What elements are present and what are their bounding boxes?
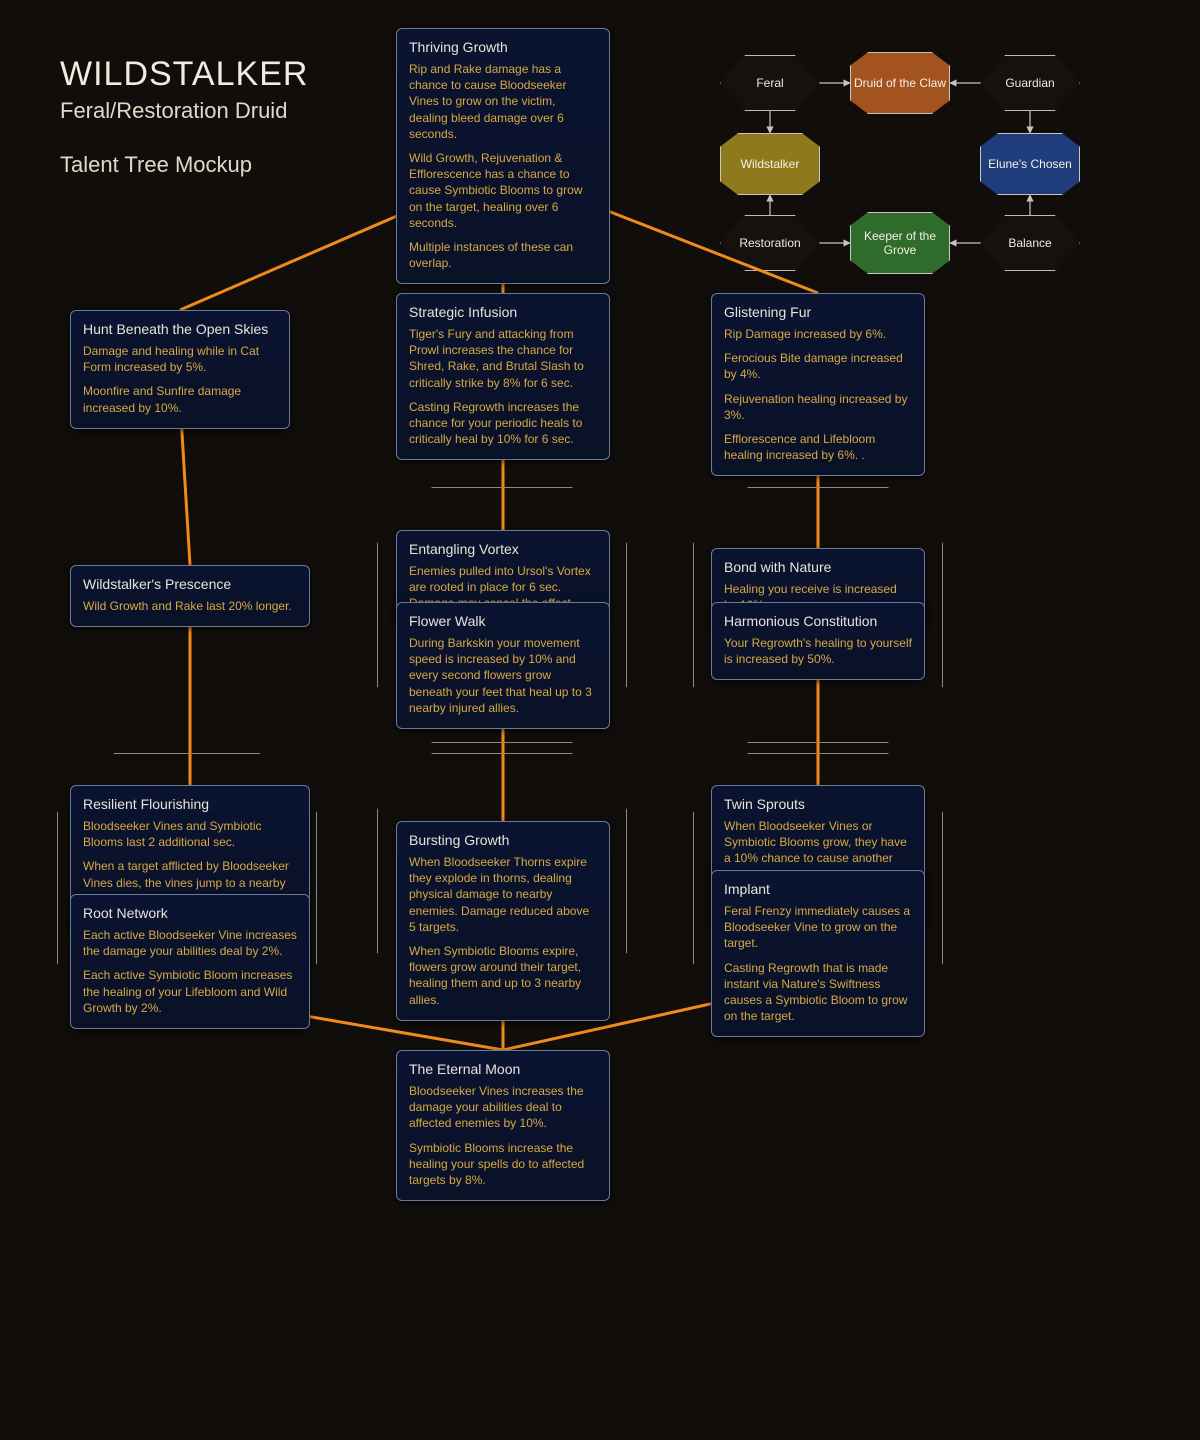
talent-glistening[interactable]: Glistening Fur Rip Damage increased by 6%… <box>711 293 925 476</box>
page-title: WILDSTALKER <box>60 55 308 94</box>
talent-body: Your Regrowth's healing to yourself is i… <box>724 635 912 667</box>
talent-body: Damage and healing while in Cat Form inc… <box>83 343 277 416</box>
talent-hunt[interactable]: Hunt Beneath the Open Skies Damage and he… <box>70 310 290 429</box>
talent-body: Rip and Rake damage has a chance to caus… <box>409 61 597 271</box>
talent-title: Wildstalker's Prescence <box>83 576 297 592</box>
talent-bursting[interactable]: Bursting Growth When Bloodseeker Thorns e… <box>396 821 610 1021</box>
talent-title: Root Network <box>83 905 297 921</box>
talent-presence[interactable]: Wildstalker's Prescence Wild Growth and R… <box>70 565 310 627</box>
talent-canvas: WILDSTALKER Feral/Restoration Druid Tale… <box>0 0 1200 1440</box>
talent-body: When Bloodseeker Thorns expire they expl… <box>409 854 597 1008</box>
talent-title: Twin Sprouts <box>724 796 912 812</box>
heromap-keeper[interactable]: Keeper of the Grove <box>850 212 950 274</box>
talent-title: Harmonious Constitution <box>724 613 912 629</box>
talent-title: Implant <box>724 881 912 897</box>
talent-body: Wild Growth and Rake last 20% longer. <box>83 598 297 614</box>
talent-body: Feral Frenzy immediately causes a Bloods… <box>724 903 912 1024</box>
talent-body: Each active Bloodseeker Vine increases t… <box>83 927 297 1016</box>
talent-title: Bond with Nature <box>724 559 912 575</box>
talent-title: Bursting Growth <box>409 832 597 848</box>
talent-title: Entangling Vortex <box>409 541 597 557</box>
talent-title: Strategic Infusion <box>409 304 597 320</box>
talent-title: Thriving Growth <box>409 39 597 55</box>
talent-root[interactable]: Root Network Each active Bloodseeker Vine… <box>70 894 310 1029</box>
talent-title: Hunt Beneath the Open Skies <box>83 321 277 337</box>
heromap-druidclaw[interactable]: Druid of the Claw <box>850 52 950 114</box>
heromap-wildstalker[interactable]: Wildstalker <box>720 133 820 195</box>
heromap-eluneschosen[interactable]: Elune's Chosen <box>980 133 1080 195</box>
talent-title: Resilient Flourishing <box>83 796 297 812</box>
talent-title: Glistening Fur <box>724 304 912 320</box>
talent-thriving[interactable]: Thriving Growth Rip and Rake damage has a… <box>396 28 610 284</box>
talent-harmon[interactable]: Harmonious Constitution Your Regrowth's h… <box>711 602 925 680</box>
talent-body: Rip Damage increased by 6%.Ferocious Bit… <box>724 326 912 463</box>
talent-flower[interactable]: Flower Walk During Barkskin your movement… <box>396 602 610 729</box>
header-block: WILDSTALKER Feral/Restoration Druid Tale… <box>60 55 308 178</box>
talent-title: Flower Walk <box>409 613 597 629</box>
hero-spec-map: FeralDruid of the ClawGuardianWildstalke… <box>700 25 1170 255</box>
page-subtitle: Feral/Restoration Druid <box>60 98 308 124</box>
talent-implant[interactable]: Implant Feral Frenzy immediately causes a… <box>711 870 925 1037</box>
talent-body: Bloodseeker Vines increases the damage y… <box>409 1083 597 1188</box>
talent-body: During Barkskin your movement speed is i… <box>409 635 597 716</box>
talent-title: The Eternal Moon <box>409 1061 597 1077</box>
talent-body: Tiger's Fury and attacking from Prowl in… <box>409 326 597 447</box>
talent-strategic[interactable]: Strategic Infusion Tiger's Fury and attac… <box>396 293 610 460</box>
page-caption: Talent Tree Mockup <box>60 152 308 178</box>
talent-eternal[interactable]: The Eternal Moon Bloodseeker Vines increa… <box>396 1050 610 1201</box>
